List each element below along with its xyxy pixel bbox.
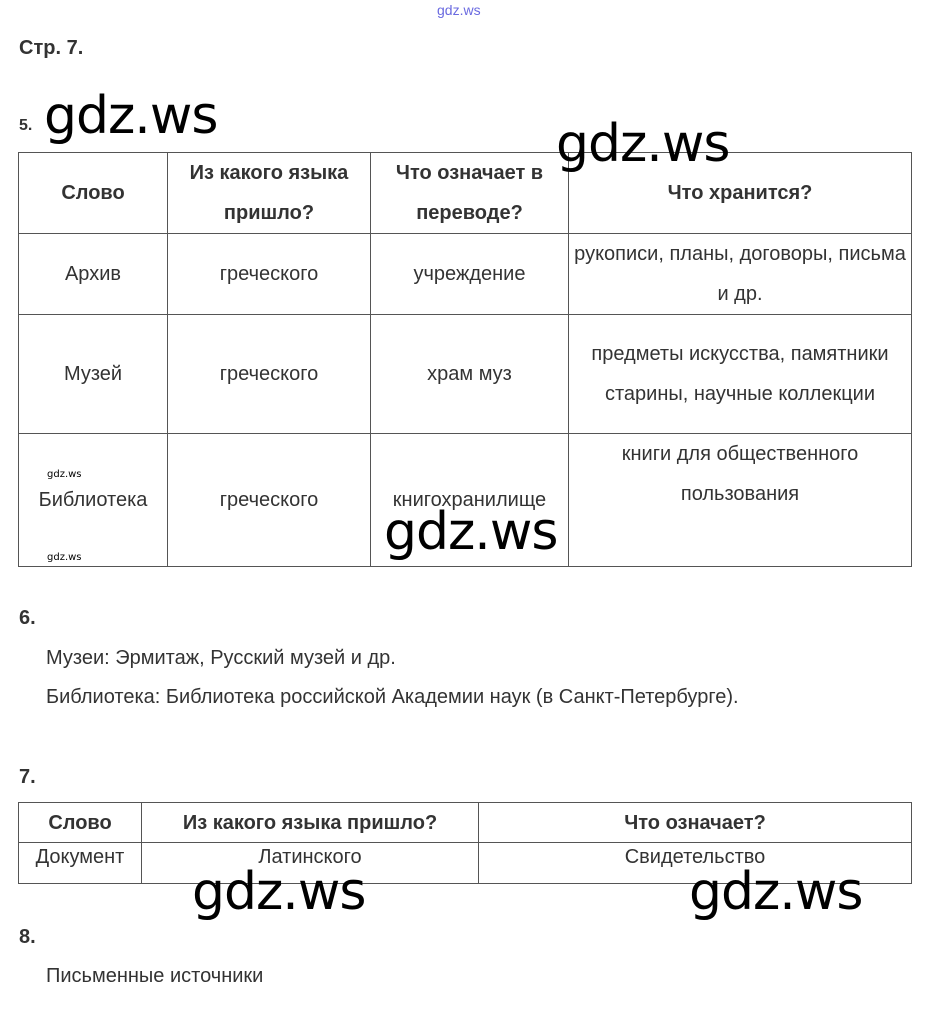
table-cell: рукописи, планы, договоры, письма и др.	[568, 233, 912, 315]
watermark: gdz.ws	[44, 86, 218, 146]
answer-line: Музеи: Эрмитаж, Русский музей и др.	[46, 647, 396, 669]
table-cell: книгохранилище	[370, 433, 569, 567]
watermark: gdz.ws	[437, 2, 481, 18]
table-cell: греческого	[167, 314, 371, 434]
task-number: 8.	[19, 926, 36, 948]
table-cell: греческого	[167, 433, 371, 567]
words-table: Слово Из какого языка пришло? Что означа…	[18, 152, 912, 567]
watermark: gdz.ws	[689, 862, 863, 922]
header-cell: Слово	[18, 802, 142, 843]
task-number: 7.	[19, 766, 36, 788]
table-cell: Архив	[18, 233, 168, 315]
table-cell: Свидетельство	[478, 842, 912, 884]
header-cell: Что означает в переводе?	[370, 152, 569, 234]
header-cell: Из какого языка пришло?	[141, 802, 479, 843]
table-cell: храм муз	[370, 314, 569, 434]
header-cell: Что означает?	[478, 802, 912, 843]
header-cell: Из какого языка пришло?	[167, 152, 371, 234]
header-cell: Слово	[18, 152, 168, 234]
table-cell: Библиотека	[18, 433, 168, 567]
watermark: gdz.ws	[556, 114, 730, 174]
watermark: gdz.ws	[47, 469, 82, 480]
table-cell: учреждение	[370, 233, 569, 315]
answer-line: Письменные источники	[46, 965, 264, 987]
answer-line: Библиотека: Библиотека российской Академ…	[46, 686, 739, 708]
table-cell: Латинского	[141, 842, 479, 884]
task-number: 5.	[19, 117, 33, 134]
page-label: Стр. 7.	[19, 37, 84, 59]
watermark: gdz.ws	[384, 502, 558, 562]
table-cell: Документ	[18, 842, 142, 884]
header-cell: Что хранится?	[568, 152, 912, 234]
watermark: gdz.ws	[47, 552, 82, 563]
watermark: gdz.ws	[192, 862, 366, 922]
table-cell: Музей	[18, 314, 168, 434]
table-cell: предметы искусства, памятники старины, н…	[568, 314, 912, 434]
document-table: Слово Из какого языка пришло? Что означа…	[18, 802, 912, 884]
table-cell: греческого	[167, 233, 371, 315]
task-number: 6.	[19, 607, 36, 629]
table-cell: книги для общественного пользования	[568, 433, 912, 567]
